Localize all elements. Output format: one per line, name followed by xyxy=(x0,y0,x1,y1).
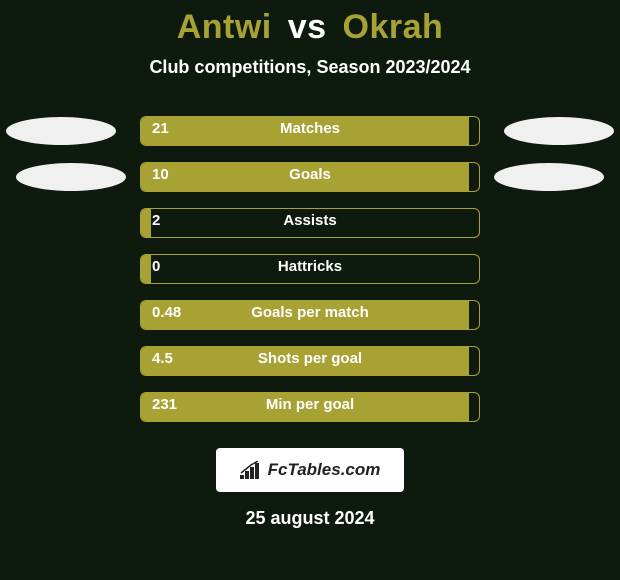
stat-row: 0.48Goals per match xyxy=(0,292,620,338)
stats-area: 21Matches10Goals2Assists0Hattricks0.48Go… xyxy=(0,108,620,430)
subtitle: Club competitions, Season 2023/2024 xyxy=(0,57,620,78)
stat-label: Hattricks xyxy=(140,258,480,275)
player1-name: Antwi xyxy=(177,8,272,46)
stat-label: Goals xyxy=(140,166,480,183)
stat-label: Shots per goal xyxy=(140,350,480,367)
stat-row: 231Min per goal xyxy=(0,384,620,430)
stat-row: 4.5Shots per goal xyxy=(0,338,620,384)
stat-row: 0Hattricks xyxy=(0,246,620,292)
stat-row: 21Matches xyxy=(0,108,620,154)
vs-text: vs xyxy=(288,8,327,46)
attribution-badge: FcTables.com xyxy=(216,448,404,492)
stat-label: Min per goal xyxy=(140,396,480,413)
stat-label: Assists xyxy=(140,212,480,229)
title-row: Antwi vs Okrah xyxy=(0,0,620,47)
stat-row: 2Assists xyxy=(0,200,620,246)
stat-label: Matches xyxy=(140,120,480,137)
player2-name: Okrah xyxy=(343,8,444,46)
attribution-text: FcTables.com xyxy=(268,460,381,480)
stat-label: Goals per match xyxy=(140,304,480,321)
stat-row: 10Goals xyxy=(0,154,620,200)
date-text: 25 august 2024 xyxy=(0,508,620,529)
attribution-icon xyxy=(240,461,262,479)
